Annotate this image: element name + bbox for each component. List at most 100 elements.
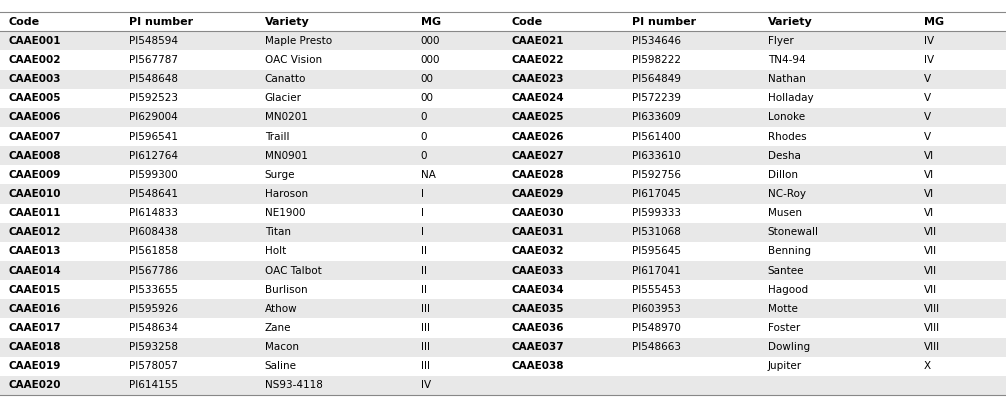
Text: II: II <box>421 246 427 256</box>
Text: CAAE036: CAAE036 <box>511 323 563 333</box>
Text: IV: IV <box>924 55 934 65</box>
Text: 00: 00 <box>421 93 434 103</box>
Text: CAAE018: CAAE018 <box>8 342 60 352</box>
Text: PI608438: PI608438 <box>129 227 178 237</box>
Text: CAAE026: CAAE026 <box>511 131 563 141</box>
Text: CAAE017: CAAE017 <box>8 323 60 333</box>
Text: CAAE011: CAAE011 <box>8 208 60 218</box>
Text: PI548648: PI548648 <box>129 74 178 84</box>
Text: Titan: Titan <box>265 227 291 237</box>
Text: NS93-4118: NS93-4118 <box>265 380 323 391</box>
Text: VIII: VIII <box>924 304 940 314</box>
Text: VII: VII <box>924 266 937 276</box>
Bar <box>0 318 1006 338</box>
Text: Variety: Variety <box>768 17 812 27</box>
Bar <box>0 222 1006 242</box>
Text: PI617045: PI617045 <box>632 189 681 199</box>
Text: CAAE003: CAAE003 <box>8 74 60 84</box>
Text: CAAE005: CAAE005 <box>8 93 60 103</box>
Text: PI567787: PI567787 <box>129 55 178 65</box>
Bar <box>0 242 1006 261</box>
Text: PI531068: PI531068 <box>632 227 681 237</box>
Text: PI614833: PI614833 <box>129 208 178 218</box>
Text: Dowling: Dowling <box>768 342 810 352</box>
Bar <box>0 89 1006 108</box>
Text: Code: Code <box>8 17 39 27</box>
Text: PI561400: PI561400 <box>632 131 680 141</box>
Text: III: III <box>421 323 430 333</box>
Text: V: V <box>924 93 931 103</box>
Bar <box>0 299 1006 318</box>
Bar <box>0 280 1006 299</box>
Bar <box>0 146 1006 165</box>
Text: OAC Vision: OAC Vision <box>265 55 322 65</box>
Text: Variety: Variety <box>265 17 309 27</box>
Text: PI629004: PI629004 <box>129 112 177 123</box>
Text: Motte: Motte <box>768 304 798 314</box>
Text: CAAE020: CAAE020 <box>8 380 60 391</box>
Text: CAAE024: CAAE024 <box>511 93 563 103</box>
Text: Musen: Musen <box>768 208 802 218</box>
Text: VIII: VIII <box>924 323 940 333</box>
Text: III: III <box>421 304 430 314</box>
Text: PI548663: PI548663 <box>632 342 681 352</box>
Text: III: III <box>421 361 430 371</box>
Text: PI593258: PI593258 <box>129 342 178 352</box>
Text: CAAE023: CAAE023 <box>511 74 563 84</box>
Text: MG: MG <box>924 17 944 27</box>
Text: CAAE002: CAAE002 <box>8 55 60 65</box>
Text: Santee: Santee <box>768 266 804 276</box>
Text: PI572239: PI572239 <box>632 93 681 103</box>
Text: VI: VI <box>924 170 934 180</box>
Text: PI561858: PI561858 <box>129 246 178 256</box>
Text: CAAE012: CAAE012 <box>8 227 60 237</box>
Text: PI603953: PI603953 <box>632 304 681 314</box>
Text: Holt: Holt <box>265 246 286 256</box>
Text: IV: IV <box>421 380 431 391</box>
Text: MN0201: MN0201 <box>265 112 308 123</box>
Text: X: X <box>924 361 931 371</box>
Text: PI598222: PI598222 <box>632 55 681 65</box>
Text: CAAE031: CAAE031 <box>511 227 563 237</box>
Text: CAAE016: CAAE016 <box>8 304 60 314</box>
Text: Zane: Zane <box>265 323 291 333</box>
Text: PI548594: PI548594 <box>129 36 178 46</box>
Text: PI592523: PI592523 <box>129 93 178 103</box>
Text: CAAE009: CAAE009 <box>8 170 60 180</box>
Text: 0: 0 <box>421 131 427 141</box>
Bar <box>0 127 1006 146</box>
Text: 0: 0 <box>421 112 427 123</box>
Text: II: II <box>421 285 427 295</box>
Text: PI614155: PI614155 <box>129 380 178 391</box>
Text: VI: VI <box>924 151 934 161</box>
Text: OAC Talbot: OAC Talbot <box>265 266 321 276</box>
Text: Holladay: Holladay <box>768 93 813 103</box>
Text: PI548634: PI548634 <box>129 323 178 333</box>
Bar <box>0 31 1006 50</box>
Text: PI number: PI number <box>632 17 696 27</box>
Bar <box>0 185 1006 204</box>
Text: NC-Roy: NC-Roy <box>768 189 806 199</box>
Text: VI: VI <box>924 208 934 218</box>
Text: Rhodes: Rhodes <box>768 131 806 141</box>
Text: CAAE035: CAAE035 <box>511 304 563 314</box>
Bar <box>0 165 1006 185</box>
Text: Hagood: Hagood <box>768 285 808 295</box>
Text: CAAE001: CAAE001 <box>8 36 60 46</box>
Text: PI633609: PI633609 <box>632 112 681 123</box>
Text: I: I <box>421 189 424 199</box>
Text: CAAE038: CAAE038 <box>511 361 563 371</box>
Text: Athow: Athow <box>265 304 297 314</box>
Text: PI595926: PI595926 <box>129 304 178 314</box>
Text: CAAE015: CAAE015 <box>8 285 60 295</box>
Text: 000: 000 <box>421 55 440 65</box>
Bar <box>0 338 1006 357</box>
Text: Code: Code <box>511 17 542 27</box>
Text: PI633610: PI633610 <box>632 151 681 161</box>
Text: III: III <box>421 342 430 352</box>
Text: PI548641: PI548641 <box>129 189 178 199</box>
Text: CAAE022: CAAE022 <box>511 55 563 65</box>
Text: Surge: Surge <box>265 170 295 180</box>
Text: CAAE037: CAAE037 <box>511 342 563 352</box>
Text: PI564849: PI564849 <box>632 74 681 84</box>
